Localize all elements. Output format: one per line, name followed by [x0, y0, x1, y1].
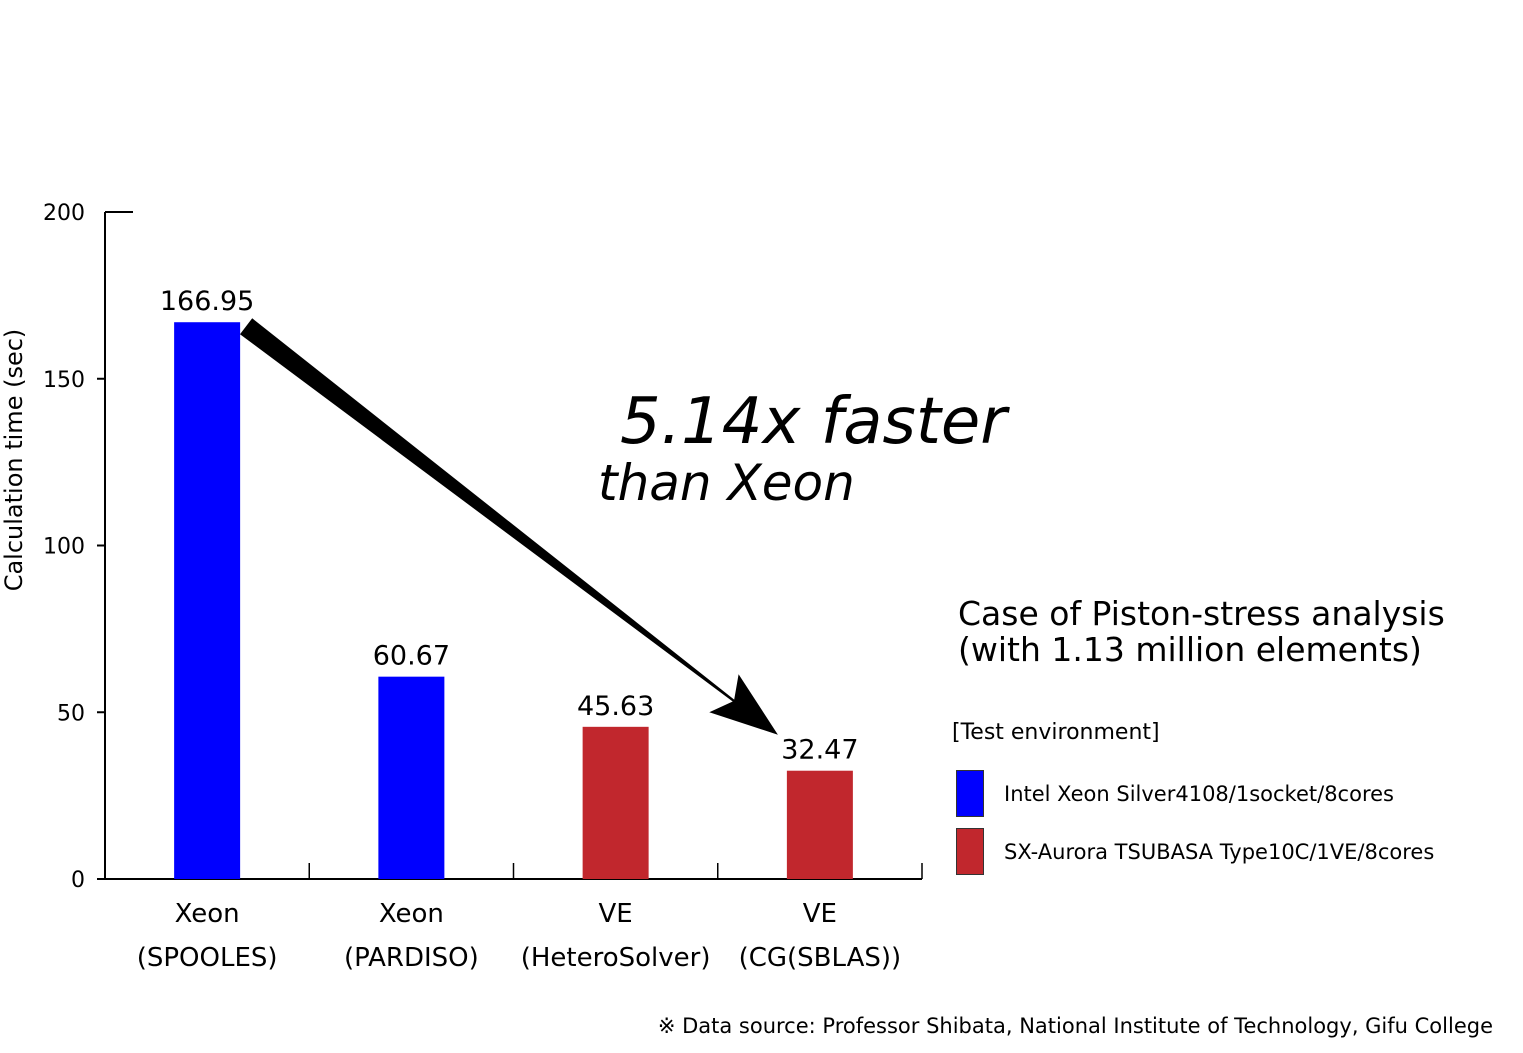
x-category-label-2-0: VE	[599, 899, 633, 929]
y-tick-label-4: 200	[43, 201, 85, 226]
bar-2	[582, 726, 649, 879]
x-category-label-2-1: (HeteroSolver)	[521, 943, 711, 973]
speedup-annotation: 5.14x faster	[620, 385, 1010, 459]
legend-label-ve: SX-Aurora TSUBASA Type10C/1VE/8cores	[1004, 839, 1435, 864]
legend-title: [Test environment]	[952, 720, 1160, 745]
bars	[174, 322, 853, 879]
bar-3	[786, 770, 853, 879]
case-line-1: Case of Piston-stress analysis	[958, 594, 1445, 633]
x-category-label-1-1: (PARDISO)	[344, 943, 479, 973]
x-category-label-0-0: Xeon	[175, 899, 240, 929]
case-description: Case of Piston-stress analysis (with 1.1…	[958, 596, 1445, 668]
legend-item-xeon: Intel Xeon Silver4108/1socket/8cores	[956, 769, 1394, 818]
y-tick-label-2: 100	[43, 535, 85, 560]
y-tick-label-3: 150	[43, 368, 85, 393]
legend-item-ve: SX-Aurora TSUBASA Type10C/1VE/8cores	[956, 827, 1434, 876]
arrow-shape	[240, 318, 778, 735]
speedup-annotation-subtitle: than Xeon	[598, 454, 855, 512]
arrow-annotation	[240, 318, 778, 735]
bar-0	[174, 322, 241, 879]
axes: 0 50 100 150 200	[43, 201, 923, 893]
y-axis-label: Calculation time (sec)	[0, 329, 28, 592]
bar-value-label-3: 32.47	[781, 735, 858, 766]
x-category-label-1-0: Xeon	[379, 899, 444, 929]
bar-value-label-0: 166.95	[160, 286, 254, 317]
bar-value-label-2: 45.63	[577, 691, 654, 722]
case-line-2: (with 1.13 million elements)	[958, 630, 1422, 669]
bar-value-label-1: 60.67	[373, 641, 450, 672]
bar-1	[378, 676, 445, 879]
legend-swatch-xeon	[956, 770, 984, 817]
data-source-note: ※ Data source: Professor Shibata, Nation…	[657, 1014, 1493, 1038]
legend-label-xeon: Intel Xeon Silver4108/1socket/8cores	[1004, 781, 1394, 806]
x-category-label-3-0: VE	[803, 899, 837, 929]
x-category-label-0-1: (SPOOLES)	[137, 943, 278, 973]
y-tick-label-1: 50	[57, 701, 85, 726]
labels: 166.95 Xeon (SPOOLES) 60.67 Xeon (PARDISO) 45.…	[137, 286, 901, 973]
x-category-label-3-1: (CG(SBLAS))	[739, 943, 902, 973]
y-tick-label-0: 0	[71, 868, 85, 893]
legend-swatch-ve	[956, 828, 984, 875]
